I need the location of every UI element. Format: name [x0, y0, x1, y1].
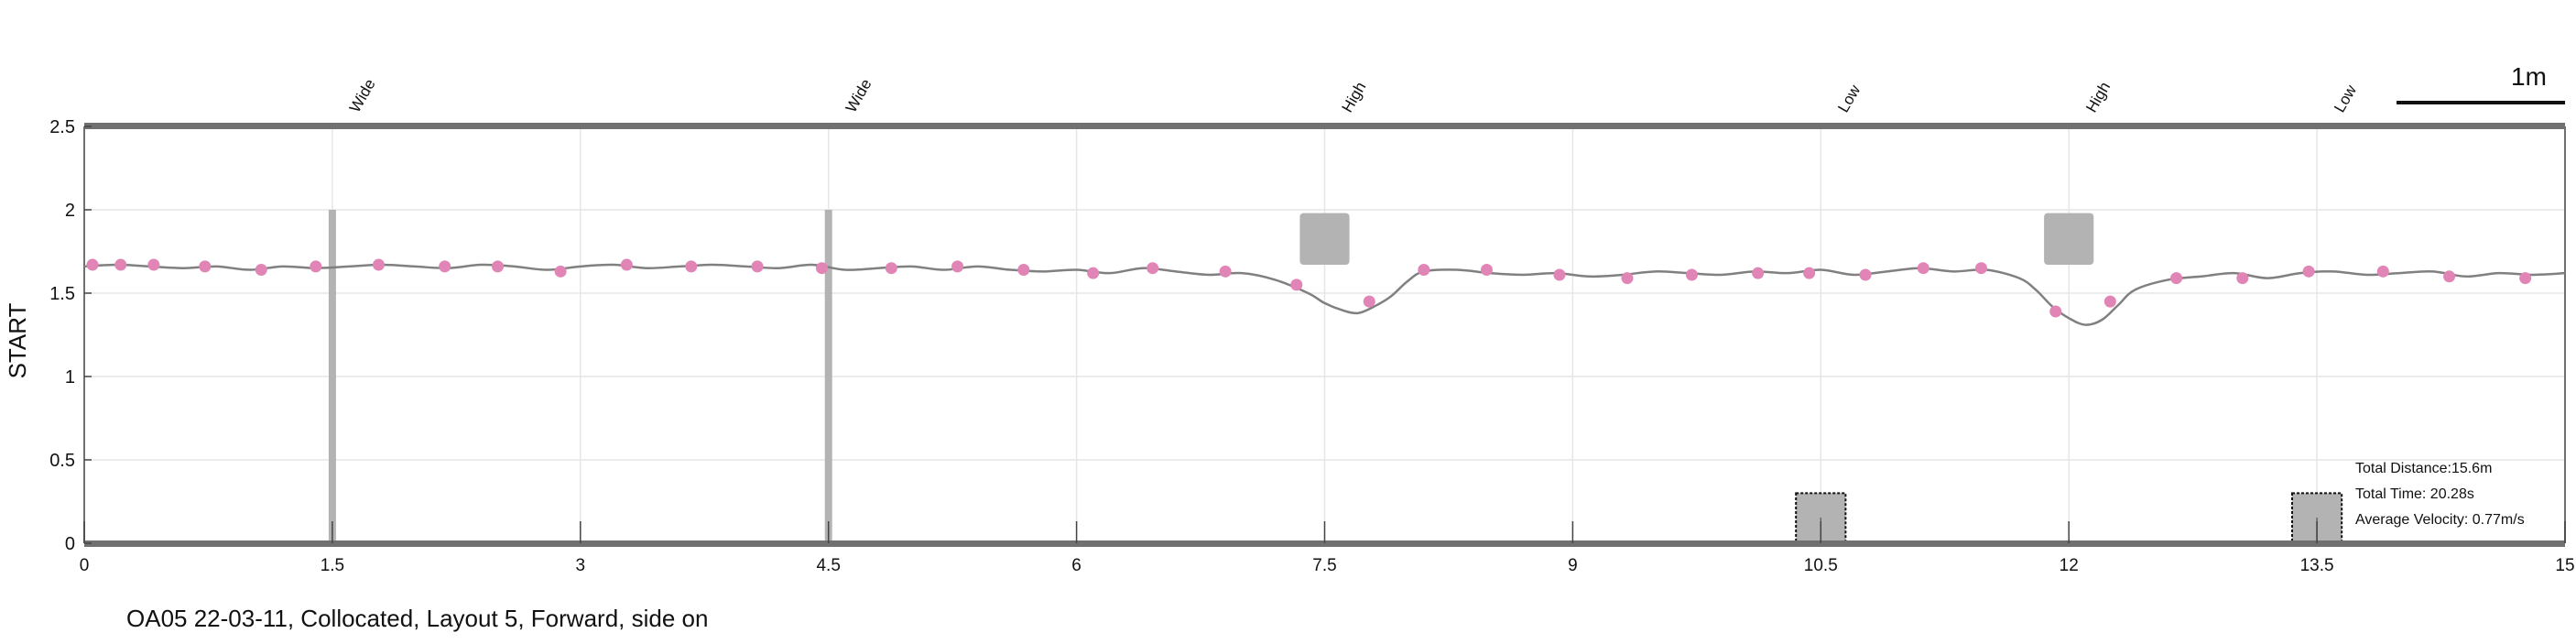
path-marker [620, 258, 633, 271]
path-marker [1363, 295, 1375, 308]
path-marker [1685, 268, 1698, 281]
path-marker [492, 260, 504, 273]
path-marker [2376, 265, 2389, 278]
path-marker [2049, 305, 2062, 318]
obstacle-annotation: Wide [346, 76, 379, 115]
obstacle-annotation: High [1339, 79, 1370, 115]
path-marker [2302, 265, 2315, 278]
path-marker [255, 264, 267, 277]
path-marker [1418, 264, 1430, 277]
figure-caption: OA05 22-03-11, Collocated, Layout 5, For… [126, 605, 709, 632]
wide-obstacle [824, 210, 832, 543]
y-tick-label: 2.5 [49, 117, 75, 137]
path-marker [1553, 268, 1566, 281]
scale-bar-label: 1m [2511, 62, 2547, 91]
path-marker [1087, 267, 1100, 279]
path-marker [2103, 295, 2116, 308]
path-marker [372, 258, 385, 271]
axis-ticks: 0 1.5 3 4.5 6 7.5 9 10.5 12 13.5 15 0 0.5 1 1.5 2 2.5 [49, 117, 2574, 575]
path-marker [2443, 270, 2456, 283]
obstacle-annotations: Wide Wide High Low High Low [346, 76, 2361, 115]
x-tick-label: 6 [1071, 556, 1081, 575]
path-marker [1752, 267, 1765, 279]
path-marker [885, 262, 897, 275]
top-frame-bar [84, 123, 2565, 129]
grid-lines [83, 126, 2566, 544]
path-marker [1803, 267, 1816, 279]
path-marker [1917, 262, 1929, 275]
y-tick-label: 2 [65, 201, 75, 221]
path-marker [2519, 272, 2532, 285]
y-axis-label: START [4, 302, 31, 378]
x-tick-label: 10.5 [1804, 556, 1838, 575]
x-tick-label: 15 [2555, 556, 2574, 575]
obstacle-annotation: Low [2331, 82, 2360, 115]
path-marker [439, 260, 451, 273]
path-marker [1017, 264, 1030, 277]
bottom-frame-bar [84, 540, 2565, 547]
path-marker [147, 258, 160, 271]
path-marker [751, 260, 764, 273]
path-marker [86, 258, 99, 271]
y-tick-label: 1 [65, 367, 75, 387]
path-marker [1480, 264, 1493, 277]
x-tick-label: 1.5 [321, 556, 344, 575]
path-marker [199, 260, 212, 273]
obstacle-annotation: Wide [842, 76, 875, 115]
high-obstacle [1299, 213, 1350, 266]
total-time: Total Time: 20.28s [2355, 486, 2474, 502]
path-marker [685, 260, 698, 273]
stats-panel: Total Distance:15.6m Total Time: 20.28s … [2355, 456, 2525, 533]
x-tick-label: 3 [576, 556, 586, 575]
x-tick-label: 7.5 [1312, 556, 1336, 575]
y-tick-label: 0.5 [49, 451, 75, 471]
path-marker [1219, 265, 1232, 278]
path-marker [951, 260, 964, 273]
wide-obstacle [328, 210, 336, 543]
obstacle-annotation: Low [1834, 82, 1864, 115]
x-tick-label: 13.5 [2300, 556, 2334, 575]
path-series [83, 263, 2566, 326]
path-marker [1974, 262, 1987, 275]
path-marker [2236, 272, 2249, 285]
path-marker [310, 260, 322, 273]
path-marker [1147, 262, 1159, 275]
x-tick-label: 9 [1568, 556, 1578, 575]
y-tick-label: 1.5 [49, 284, 75, 304]
path-marker [1290, 278, 1303, 291]
path-markers [86, 258, 2532, 318]
path-marker [2170, 272, 2183, 285]
path-marker [114, 258, 127, 271]
path-marker [1621, 272, 1634, 285]
obstacle-annotation: High [2082, 79, 2114, 115]
path-marker [1859, 268, 1872, 281]
scale-bar [2397, 101, 2565, 104]
high-obstacle [2044, 213, 2094, 266]
y-tick-label: 0 [65, 534, 75, 554]
total-distance: Total Distance:15.6m [2355, 461, 2493, 476]
path-marker [815, 262, 828, 275]
path-line [83, 263, 2566, 326]
plot-frame [83, 123, 2566, 547]
path-marker [554, 265, 567, 278]
x-tick-label: 12 [2060, 556, 2079, 575]
average-velocity: Average Velocity: 0.77m/s [2355, 512, 2525, 528]
x-tick-label: 0 [80, 556, 90, 575]
x-tick-label: 4.5 [816, 556, 840, 575]
